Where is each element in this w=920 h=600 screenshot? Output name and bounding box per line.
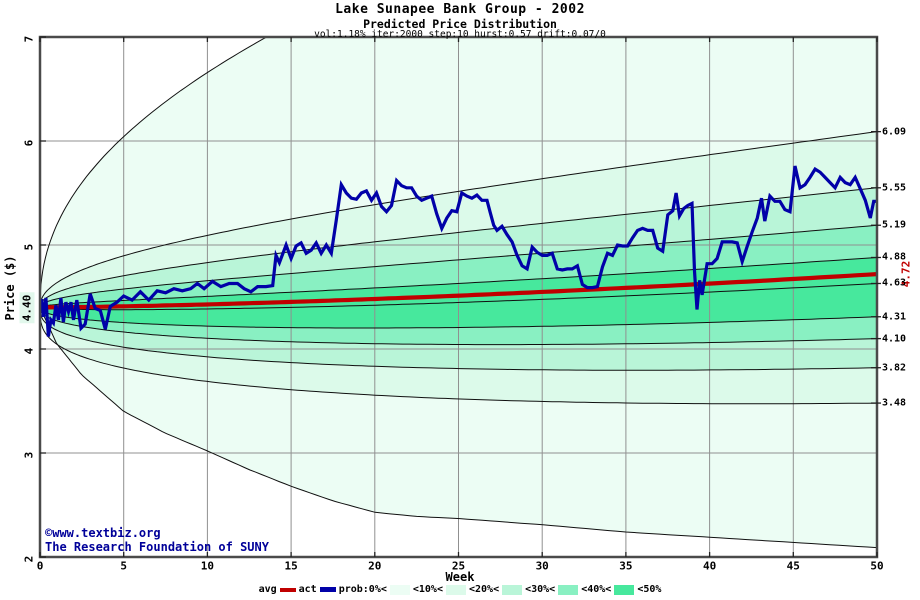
y-tick-label: 2 (22, 555, 36, 563)
right-band-label: 4.10 (882, 333, 907, 345)
band-boundary-line (40, 307, 877, 549)
right-band-label: 4.63 (882, 277, 907, 289)
band-boundary-line (40, 187, 877, 308)
legend-prob-label-5: <50% (637, 584, 662, 595)
band-boundary-line (40, 307, 877, 346)
legend-prob-swatch-3 (558, 584, 579, 595)
start-price-label: 4.40 (19, 292, 35, 324)
x-tick-label: 30 (535, 559, 549, 573)
legend-avg-label: avg (258, 584, 277, 595)
simulation-params: vol:1.18% iter:2000 step:10 hurst:0.57 d… (314, 29, 606, 40)
legend-prob-label-4: <40%< (581, 584, 612, 595)
band-boundary-line (40, 131, 877, 308)
x-tick-label: 25 (451, 559, 466, 573)
prob-band (40, 307, 877, 404)
x-tick-label: 0 (36, 559, 44, 573)
right-band-label: 5.19 (882, 219, 907, 231)
band-boundary-line (40, 37, 268, 308)
legend-prob-label-1: <10%< (412, 584, 443, 595)
actual-price-line (40, 165, 877, 337)
y-tick-label: 3 (22, 451, 36, 459)
right-band-label: 5.55 (882, 182, 907, 194)
x-tick-label: 35 (619, 559, 633, 573)
right-band-label: 4.88 (882, 251, 907, 263)
plot-area (40, 37, 877, 557)
legend-prob-label-2: <20%< (468, 584, 500, 595)
x-tick-label: 20 (368, 559, 382, 573)
prob-band (40, 307, 877, 371)
y-tick-label: 6 (22, 139, 36, 147)
legend-avg-swatch (279, 587, 296, 592)
right-band-label: 3.48 (882, 397, 907, 409)
y-tick-label: 4 (22, 347, 36, 355)
chart-subtitle: Predicted Price Distribution (363, 17, 557, 31)
legend-prob-swatch-1 (445, 584, 466, 595)
legend-prob-label-0: prob:0%< (338, 584, 387, 595)
legend: avg act prob:0%< <10%< <20%< <30%< <40%< <50% (0, 584, 920, 595)
x-axis-title: Week (445, 570, 475, 584)
y-tick-label: 5 (22, 243, 36, 251)
y-axis-title: Price ($) (3, 255, 17, 321)
legend-prob-swatch-0 (389, 584, 410, 595)
right-band-label: 3.82 (882, 362, 907, 374)
y-tick-label: 7 (22, 35, 36, 43)
x-tick-label: 10 (200, 559, 215, 573)
x-tick-label: 50 (870, 559, 884, 573)
watermark-site: ©www.textbiz.org (45, 526, 161, 540)
right-band-label: 4.31 (882, 311, 907, 323)
legend-prob-swatch-4 (614, 584, 635, 595)
chart-title: Lake Sunapee Bank Group - 2002 (335, 2, 585, 17)
x-tick-label: 40 (702, 559, 717, 573)
legend-act-swatch (319, 587, 336, 592)
watermark-org: The Research Foundation of SUNY (45, 540, 269, 554)
watermark: ©www.textbiz.org The Research Foundation… (45, 526, 269, 554)
band-boundary-line (40, 307, 877, 371)
x-tick-label: 15 (284, 559, 298, 573)
prob-band (40, 307, 877, 345)
legend-prob-label-3: <30%< (525, 584, 556, 595)
band-boundary-line (40, 307, 877, 405)
legend-prob-swatch-2 (502, 584, 523, 595)
x-tick-label: 45 (786, 559, 800, 573)
legend-act-label: act (298, 584, 317, 595)
x-tick-label: 5 (120, 559, 127, 573)
band-boundary-line (40, 307, 877, 329)
right-band-label: 6.09 (882, 126, 907, 138)
